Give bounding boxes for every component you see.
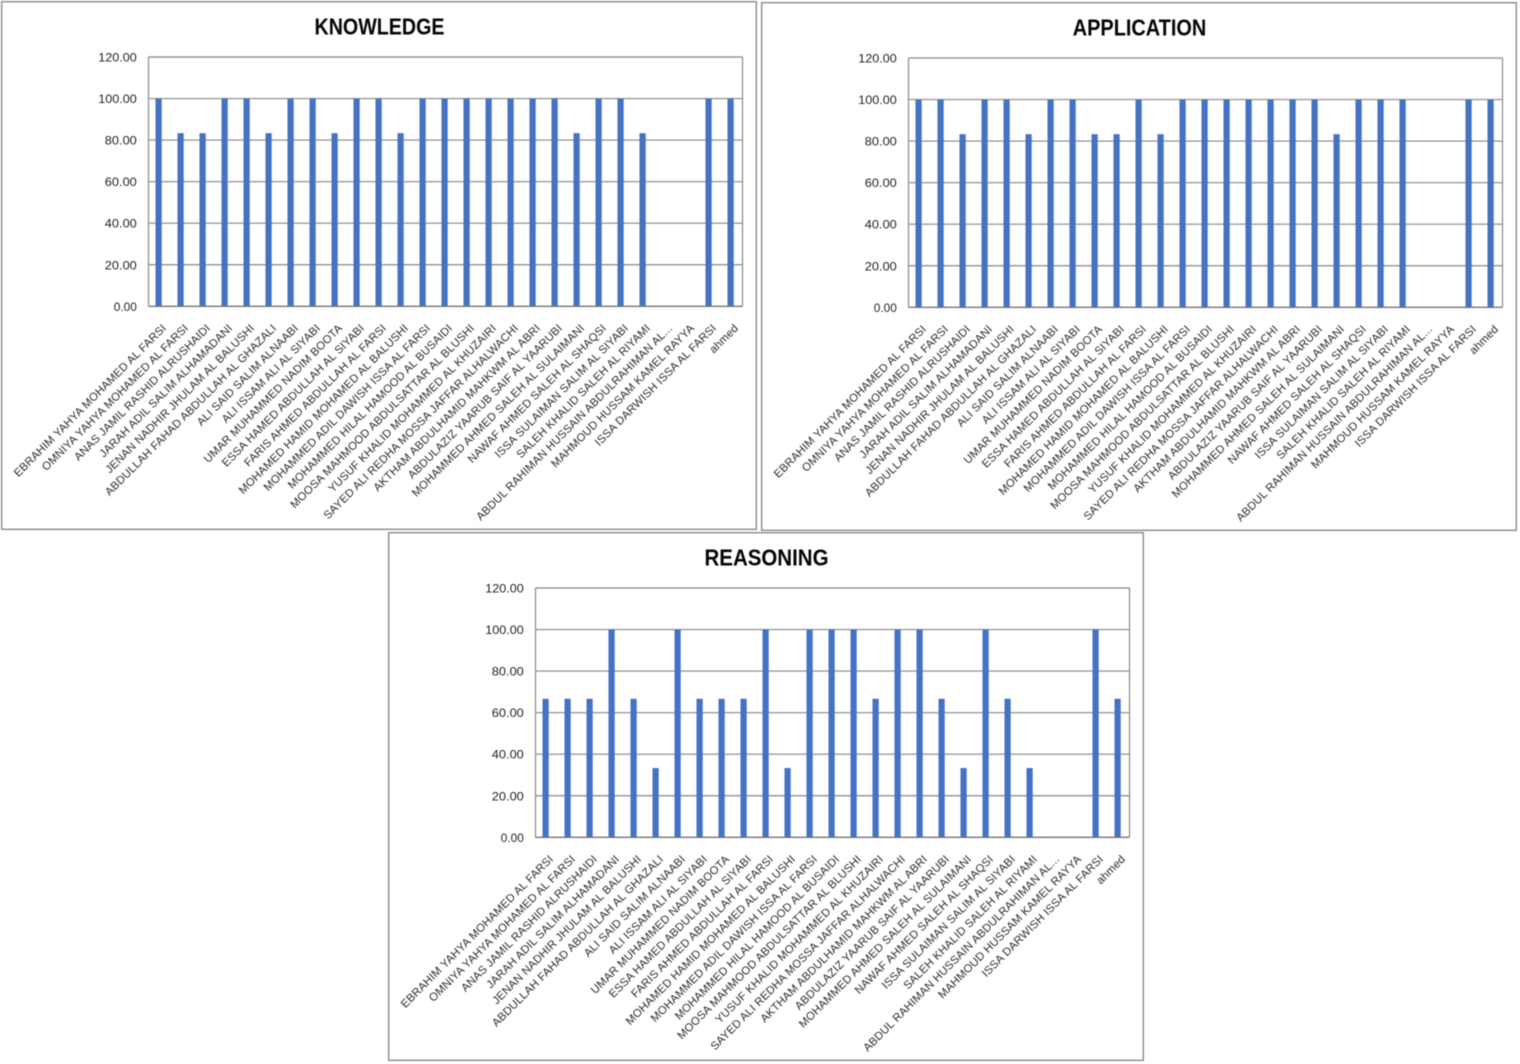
svg-text:40.00: 40.00: [105, 219, 137, 231]
svg-text:0.00: 0.00: [501, 833, 524, 845]
svg-text:120.00: 120.00: [98, 53, 137, 65]
svg-text:0.00: 0.00: [874, 303, 897, 315]
svg-text:100.00: 100.00: [98, 94, 137, 106]
svg-text:KNOWLEDGE: KNOWLEDGE: [315, 14, 445, 40]
svg-text:20.00: 20.00: [865, 261, 897, 273]
svg-text:40.00: 40.00: [492, 750, 524, 762]
svg-text:120.00: 120.00: [485, 584, 524, 596]
svg-text:80.00: 80.00: [105, 136, 137, 148]
svg-text:80.00: 80.00: [492, 667, 524, 679]
svg-text:0.00: 0.00: [114, 302, 137, 314]
svg-text:100.00: 100.00: [858, 95, 897, 107]
svg-text:20.00: 20.00: [105, 260, 137, 272]
svg-text:40.00: 40.00: [865, 220, 897, 232]
svg-text:120.00: 120.00: [858, 54, 897, 66]
svg-text:APPLICATION: APPLICATION: [1073, 15, 1207, 41]
svg-text:60.00: 60.00: [865, 178, 897, 190]
svg-text:20.00: 20.00: [492, 791, 524, 803]
svg-text:100.00: 100.00: [485, 625, 524, 637]
svg-text:80.00: 80.00: [865, 137, 897, 149]
svg-text:60.00: 60.00: [105, 177, 137, 189]
svg-text:REASONING: REASONING: [705, 545, 829, 571]
svg-text:60.00: 60.00: [492, 708, 524, 720]
